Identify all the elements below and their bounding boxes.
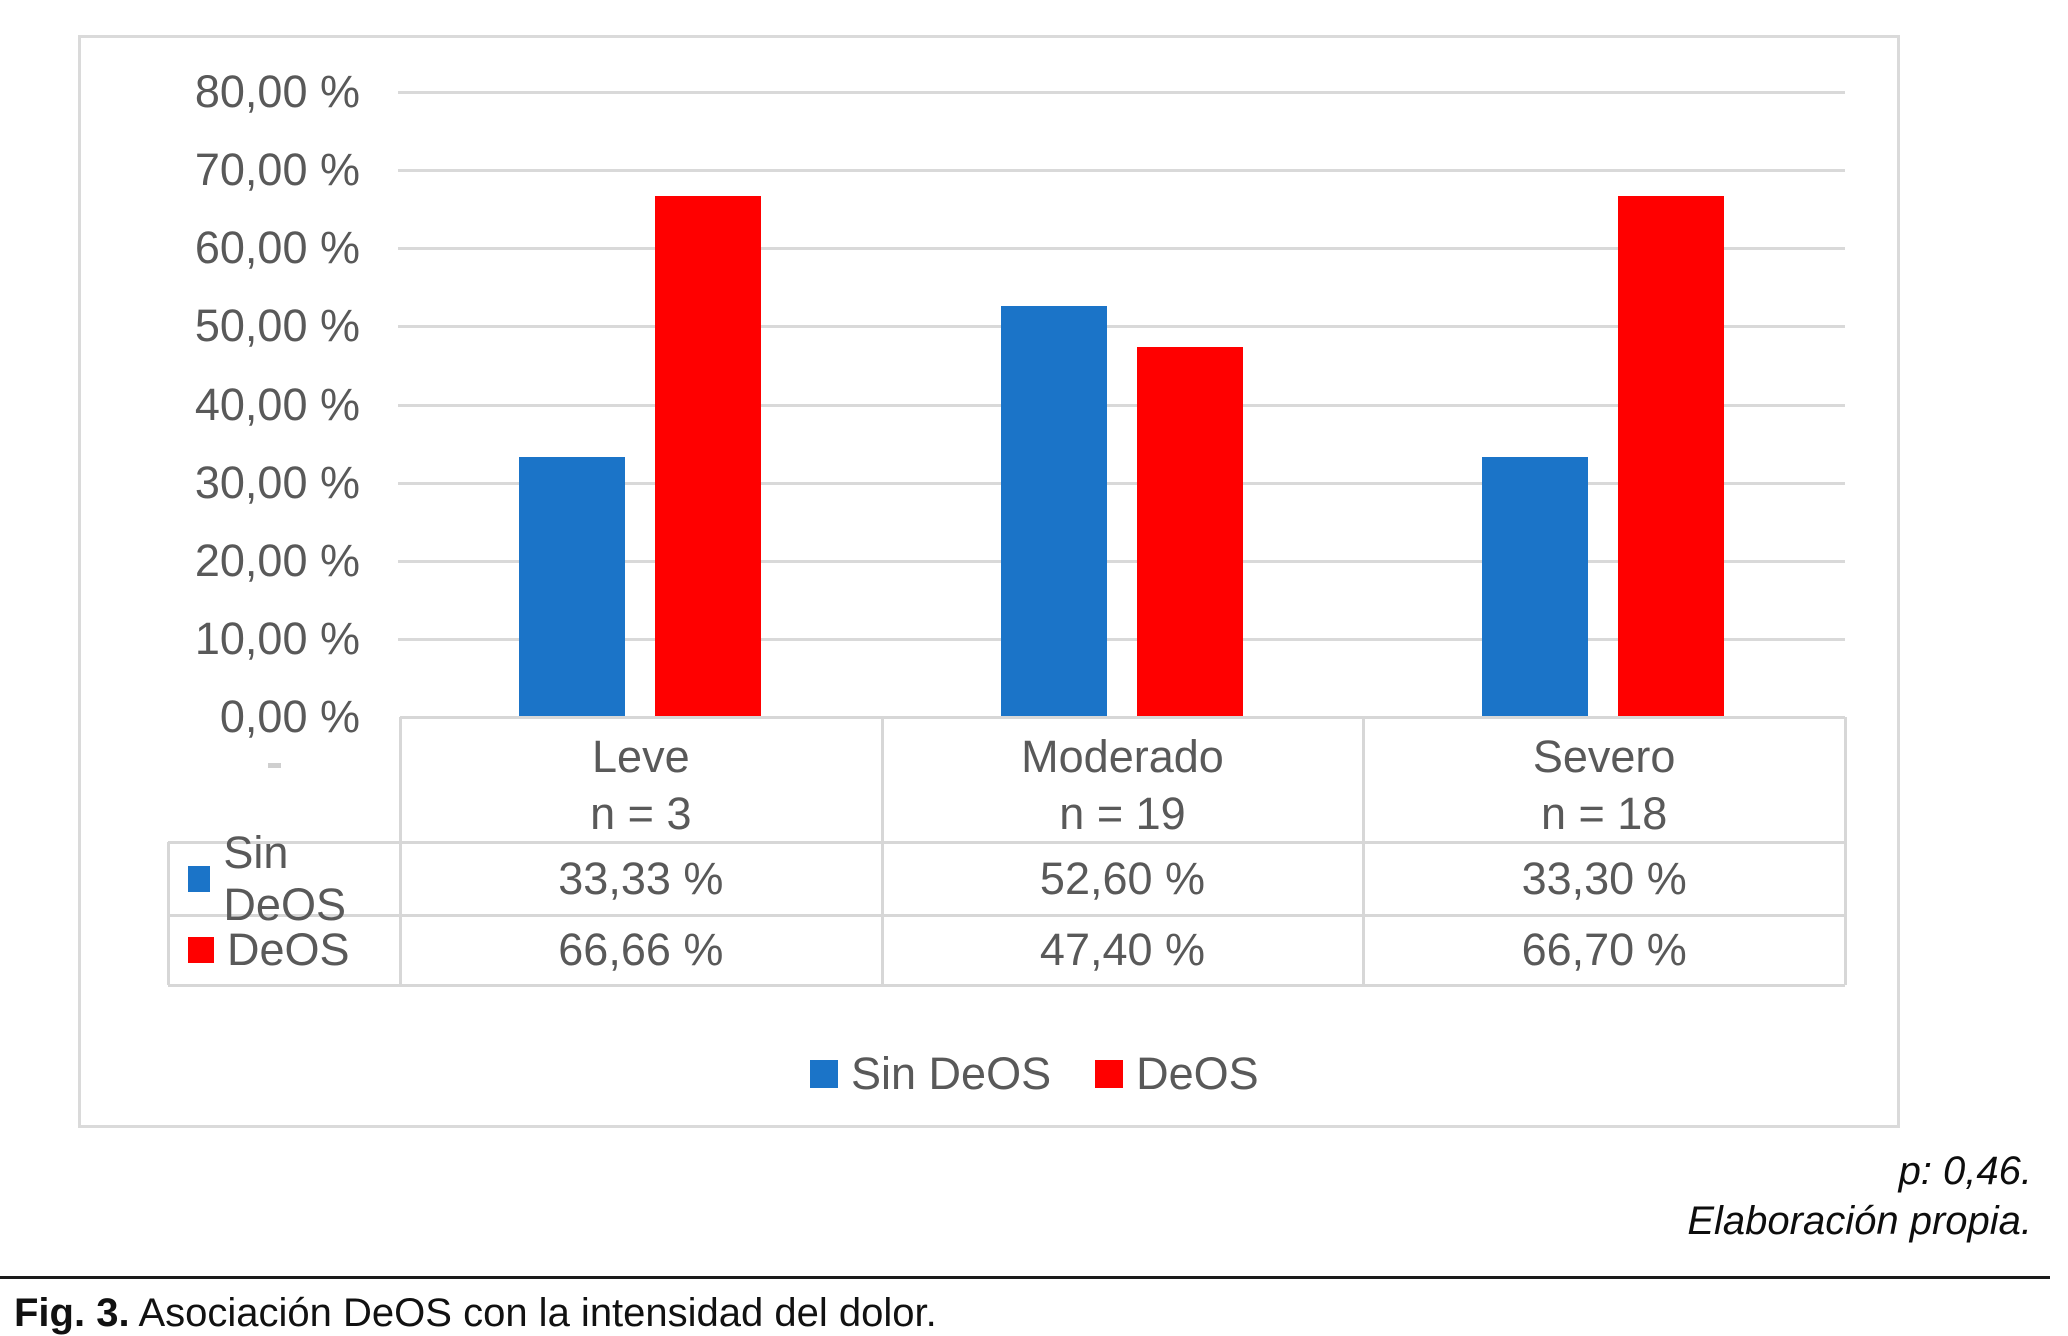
axis-tick — [268, 763, 281, 768]
legend-swatch — [1095, 1060, 1124, 1088]
category-count: n = 3 — [590, 787, 692, 839]
table-value-cell: 33,30 % — [1521, 852, 1687, 904]
gridline — [398, 91, 1845, 94]
y-axis-label: 40,00 % — [194, 378, 360, 430]
gridline — [398, 559, 1845, 563]
y-axis-label: 10,00 % — [194, 612, 360, 664]
table-border — [1844, 717, 1847, 985]
bar-deos-leve — [654, 196, 761, 717]
series-swatch — [188, 865, 211, 892]
gridline — [398, 637, 1845, 641]
y-axis-label: 80,00 % — [194, 66, 360, 117]
series-swatch — [188, 937, 214, 963]
category-count: n = 19 — [1059, 787, 1186, 839]
table-header-moderado: Moderado n = 19 — [882, 717, 1364, 842]
figure-caption: Fig. 3. Asociación DeOS con la intensida… — [14, 1291, 937, 1336]
chart-panel — [78, 35, 1900, 1128]
table-border — [168, 984, 1845, 987]
table-value-cell: 52,60 % — [1039, 852, 1206, 904]
table-header-leve: Leve n = 3 — [400, 717, 882, 842]
table-series-key: Sin DeOS — [188, 827, 396, 930]
legend-swatch — [810, 1060, 838, 1088]
table-value-cell: 47,40 % — [1039, 924, 1206, 975]
category-label: Severo — [1532, 730, 1676, 782]
table-border — [1362, 717, 1366, 985]
gridline — [398, 403, 1845, 407]
bar-sin-deos-leve — [518, 456, 625, 717]
y-axis-label: 70,00 % — [194, 144, 360, 196]
figure-caption-label: Fig. 3. — [14, 1291, 130, 1335]
table-border — [168, 914, 1845, 917]
table-border — [168, 841, 1845, 844]
table-border — [399, 717, 402, 985]
table-series-key: DeOS — [188, 915, 396, 985]
bar-deos-moderado — [1136, 346, 1243, 717]
y-axis-label: 50,00 % — [194, 300, 360, 352]
bar-sin-deos-severo — [1482, 456, 1589, 717]
table-value-cell: 33,33 % — [558, 852, 724, 904]
chart-legend: Sin DeOS DeOS — [810, 1048, 1259, 1100]
y-axis-label: 20,00 % — [194, 534, 360, 586]
y-axis-label: 30,00 % — [194, 456, 360, 508]
bar-sin-deos-moderado — [1000, 306, 1107, 717]
p-value-note: p: 0,46. — [1898, 1149, 2032, 1193]
gridline — [398, 169, 1845, 173]
source-note: Elaboración propia. — [1687, 1199, 2032, 1243]
category-label: Moderado — [1021, 730, 1224, 782]
y-axis-label: 60,00 % — [194, 222, 360, 274]
legend-entry-sin-deos: Sin DeOS — [810, 1048, 1051, 1100]
series-name: DeOS — [227, 924, 350, 975]
category-label: Leve — [592, 730, 690, 782]
figure-caption-text: Asociación DeOS con la intensidad del do… — [129, 1291, 937, 1335]
table-border — [880, 717, 884, 985]
gridline — [398, 325, 1845, 329]
legend-label: DeOS — [1136, 1048, 1259, 1099]
gridline — [398, 247, 1845, 251]
y-axis-label: 0,00 % — [219, 691, 360, 742]
caption-divider — [0, 1276, 2050, 1279]
table-header-severo: Severo n = 18 — [1363, 717, 1845, 842]
gridline — [398, 481, 1845, 485]
bar-deos-severo — [1618, 195, 1725, 717]
table-value-cell: 66,70 % — [1521, 924, 1687, 975]
legend-label: Sin DeOS — [851, 1048, 1052, 1099]
table-value-cell: 66,66 % — [558, 924, 724, 975]
table-border — [400, 716, 1845, 719]
legend-entry-deos: DeOS — [1095, 1048, 1259, 1100]
table-border — [167, 842, 170, 985]
category-count: n = 18 — [1540, 787, 1668, 839]
series-name: Sin DeOS — [223, 826, 346, 930]
